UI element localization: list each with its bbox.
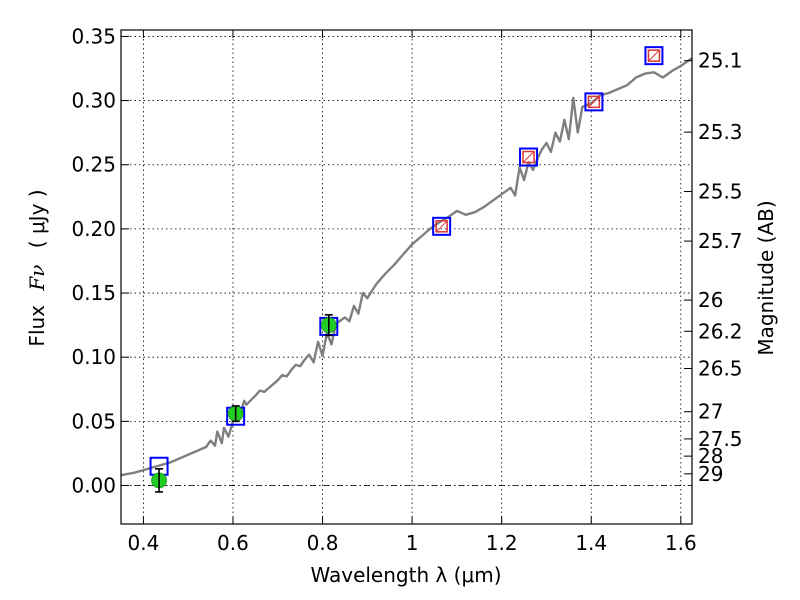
y-axis-left-label-text: Flux: [25, 305, 49, 347]
x-tick-label: 1.6: [665, 531, 697, 555]
x-tick-label: 1: [406, 531, 419, 555]
x-axis-label: Wavelength λ (μm): [310, 563, 501, 587]
y-axis-left-label-symbol: Fν: [25, 265, 49, 292]
synthetic-point: [584, 92, 604, 112]
y-tick-label: 0.35: [71, 24, 116, 48]
y-tick-label: 0.30: [71, 89, 116, 113]
synthetic-point: [519, 147, 539, 167]
right-tick-label: 25.7: [698, 229, 743, 253]
x-axis: 0.4 0.6 0.8 1 1.2 1.4 1.6: [127, 30, 697, 555]
x-tick-label: 1.4: [575, 531, 607, 555]
y-axis-right-label: Magnitude (AB): [754, 200, 778, 355]
upper-limit-point: [587, 95, 601, 109]
synthetic-point: [644, 46, 664, 66]
right-tick-label: 25.1: [698, 49, 743, 73]
y-tick-label: 0.20: [71, 217, 116, 241]
right-tick-label: 28: [698, 444, 723, 468]
right-tick-label: 25.3: [698, 120, 743, 144]
right-tick-label: 26.5: [698, 356, 743, 380]
y-tick-label: 0.15: [71, 281, 116, 305]
upper-limit-point: [647, 49, 661, 62]
right-tick-label: 26: [698, 288, 723, 312]
upper-limit-slash: [522, 151, 535, 163]
right-tick-label: 27.5: [698, 427, 743, 451]
svg-text:Flux Fν ( μJy ): Flux Fν ( μJy ): [25, 189, 49, 346]
synthetic-point: [432, 216, 452, 236]
y-axis-left-label: Flux Fν ( μJy ): [25, 189, 49, 346]
y-tick-label: 0.10: [71, 345, 116, 369]
spectrum-line: [120, 57, 693, 477]
upper-limit-slash: [648, 49, 660, 62]
y-axis-left: 0.00 0.05 0.10 0.15 0.20 0.25 0.30 0.35: [71, 24, 129, 498]
y-tick-label: 0.25: [71, 153, 116, 177]
y-axis-left-label-unit: ( μJy ): [25, 189, 49, 248]
upper-limit-point: [522, 150, 535, 164]
x-tick-label: 1.2: [486, 531, 518, 555]
upper-limit-slash: [435, 220, 448, 233]
plot-frame: [120, 29, 693, 525]
upper-limit-slash: [588, 96, 600, 108]
right-tick-label: 25.5: [698, 180, 743, 204]
upper-limit-point: [435, 220, 448, 233]
y-tick-label: 0.05: [71, 409, 116, 433]
plot-area: [120, 46, 693, 493]
right-tick-label: 26.2: [698, 319, 743, 343]
x-tick-label: 0.8: [307, 531, 339, 555]
right-tick-label: 27: [698, 400, 723, 424]
right-tick-label: 29: [698, 462, 723, 486]
x-tick-label: 0.4: [127, 531, 159, 555]
y-tick-label: 0.00: [71, 474, 116, 498]
x-tick-label: 0.6: [217, 531, 249, 555]
